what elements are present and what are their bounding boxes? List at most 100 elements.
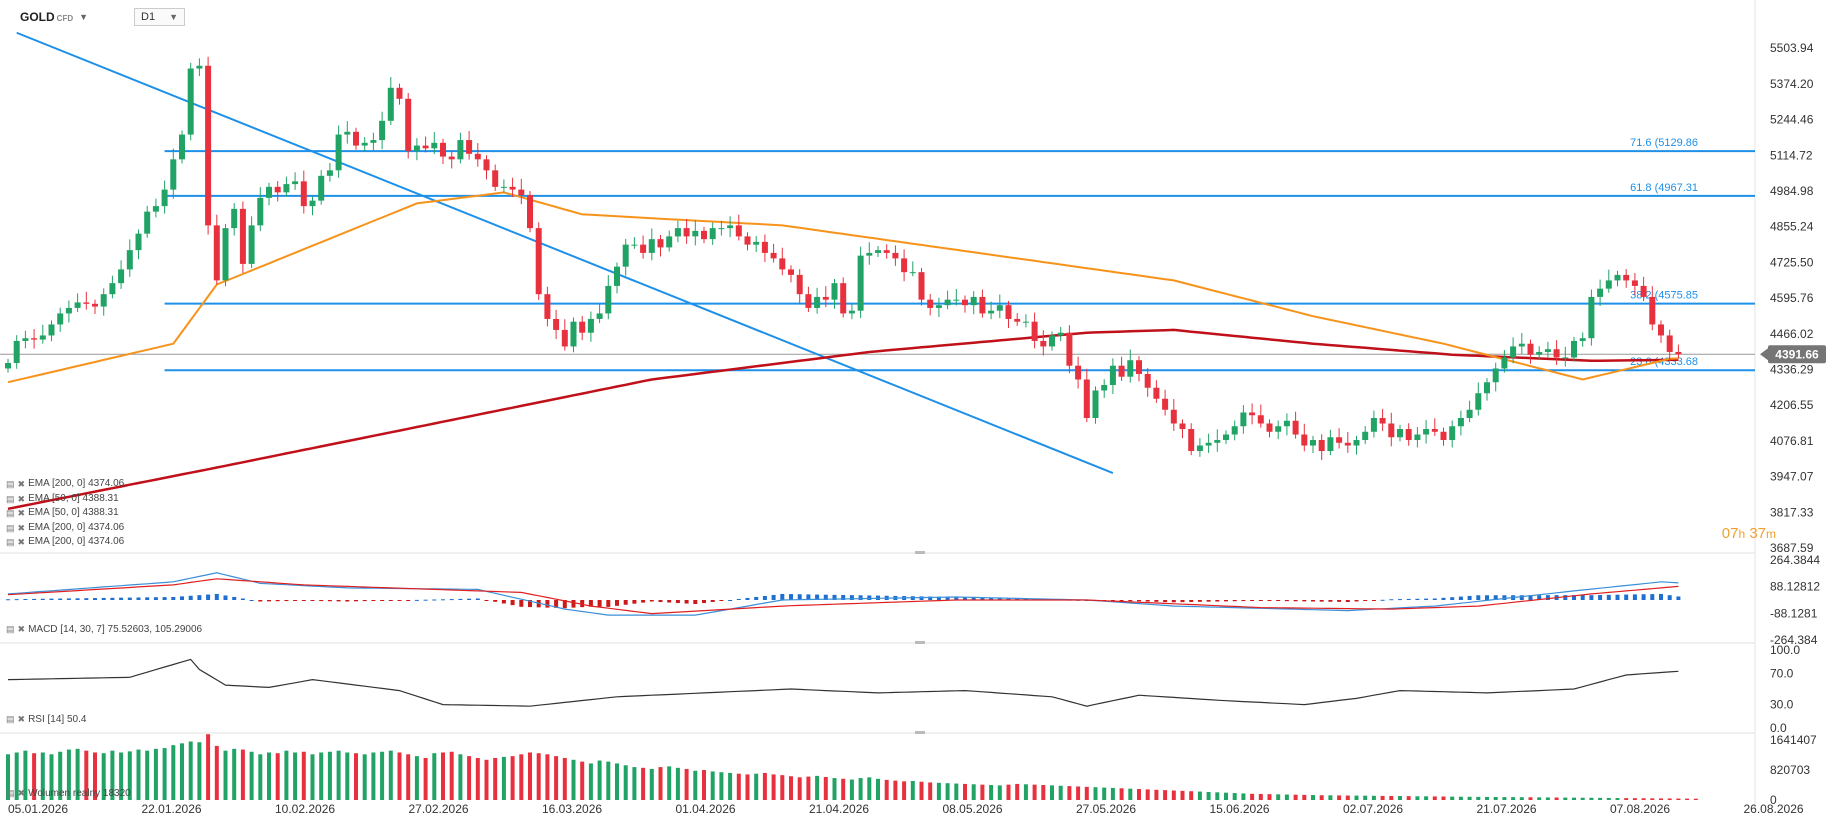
volume-bar	[475, 757, 480, 800]
volume-bar	[919, 781, 924, 800]
timeframe-select[interactable]: D1 ▼	[134, 8, 186, 26]
candle-body	[883, 250, 890, 253]
rsi-tick-label: 30.0	[1770, 698, 1794, 712]
candle-body	[840, 283, 847, 314]
macd-histogram-bar	[580, 600, 585, 608]
last-price-badge	[1768, 345, 1826, 364]
macd-histogram-bar	[867, 595, 872, 600]
volume-bar	[754, 773, 759, 800]
settings-icon[interactable]: ▤	[6, 624, 15, 634]
volume-bar	[1067, 786, 1072, 800]
settings-icon[interactable]: ▤	[6, 537, 15, 547]
candle-body	[353, 131, 359, 146]
macd-histogram-bar	[1354, 600, 1359, 602]
volume-bar	[1137, 789, 1141, 800]
candle-body	[257, 197, 264, 226]
candle-body	[1379, 418, 1386, 424]
close-icon[interactable]: ✖	[17, 479, 26, 489]
volume-bar	[240, 749, 245, 800]
candle-body	[1658, 324, 1664, 336]
candle-body	[1127, 360, 1134, 377]
volume-bar	[1380, 795, 1385, 800]
volume-bar	[1528, 797, 1533, 800]
candle-body	[161, 189, 168, 207]
candle-body	[396, 87, 403, 99]
volume-bar	[1676, 798, 1681, 800]
candle-body	[1205, 442, 1212, 446]
last-price-value: 4391.66	[1775, 347, 1819, 361]
volume-bar	[301, 751, 306, 800]
volume-bar	[93, 752, 97, 800]
price-tick-label: 3947.07	[1770, 470, 1814, 484]
settings-icon[interactable]: ▤	[6, 714, 15, 724]
macd-histogram-bar	[301, 600, 306, 601]
candle-body	[370, 140, 377, 143]
volume-bar	[936, 782, 941, 800]
ema200-line	[7, 328, 1679, 511]
date-tick-label: 27.02.2026	[409, 802, 469, 816]
macd-histogram-bar	[519, 600, 524, 607]
candle-body	[1518, 343, 1525, 347]
close-icon[interactable]: ✖	[17, 537, 26, 547]
volume-bar	[1371, 795, 1376, 800]
macd-histogram-bar	[1023, 598, 1028, 601]
volume-bar	[1206, 791, 1211, 800]
volume-bar	[1563, 797, 1568, 800]
candle-body	[405, 98, 412, 152]
candle-body	[100, 294, 107, 307]
macd-histogram-bar	[84, 598, 89, 601]
candle-body	[1597, 288, 1604, 297]
candle-body	[1370, 418, 1377, 432]
price-tick-label: 4466.02	[1770, 327, 1814, 341]
macd-histogram-bar	[606, 600, 611, 607]
candle-body	[205, 65, 212, 226]
close-icon[interactable]: ✖	[17, 522, 26, 533]
macd-histogram-bar	[162, 597, 167, 600]
symbol-dropdown-icon[interactable]: ▼	[79, 12, 89, 22]
macd-histogram-bar	[1537, 595, 1542, 600]
volume-bar	[1345, 795, 1350, 800]
macd-histogram-bar	[841, 595, 846, 601]
volume-bar	[214, 745, 219, 800]
candle-body	[1092, 390, 1099, 419]
volume-bar	[528, 752, 532, 800]
macd-histogram-bar	[1258, 600, 1263, 601]
candle-body	[248, 225, 255, 264]
candle-body	[1562, 357, 1569, 359]
macd-histogram-bar	[1606, 594, 1611, 601]
macd-histogram-bar	[702, 600, 706, 604]
settings-icon[interactable]: ▤	[6, 493, 15, 504]
candle-body	[1553, 349, 1560, 358]
volume-tick-label: 1641407	[1770, 733, 1817, 747]
close-icon[interactable]: ✖	[17, 788, 26, 798]
volume-bar	[6, 754, 10, 800]
close-icon[interactable]: ✖	[17, 624, 26, 634]
settings-icon[interactable]: ▤	[6, 508, 15, 518]
volume-bar	[667, 766, 672, 800]
volume-bar	[719, 772, 724, 800]
volume-bar	[267, 752, 271, 800]
candle-body	[239, 208, 246, 264]
close-icon[interactable]: ✖	[17, 508, 26, 518]
volume-bar	[1284, 794, 1289, 800]
settings-icon[interactable]: ▤	[6, 522, 15, 533]
macd-histogram-bar	[1119, 600, 1124, 601]
macd-histogram-bar	[293, 600, 298, 601]
settings-icon[interactable]: ▤	[6, 479, 15, 489]
macd-histogram-bar	[562, 600, 567, 609]
symbol-label[interactable]: GOLD CFD	[20, 10, 74, 24]
volume-bar	[49, 754, 54, 800]
candle-body	[544, 294, 551, 319]
volume-bar	[745, 774, 750, 800]
close-icon[interactable]: ✖	[17, 714, 26, 724]
candle-body	[1231, 426, 1238, 435]
volume-bar	[1224, 792, 1228, 800]
macd-histogram-bar	[1580, 595, 1585, 600]
volume-bar	[327, 751, 332, 800]
close-icon[interactable]: ✖	[17, 493, 26, 504]
macd-histogram-bar	[1485, 595, 1489, 600]
settings-icon[interactable]: ▤	[6, 788, 15, 798]
volume-bar	[849, 779, 854, 800]
macd-histogram-bar	[1458, 596, 1463, 600]
